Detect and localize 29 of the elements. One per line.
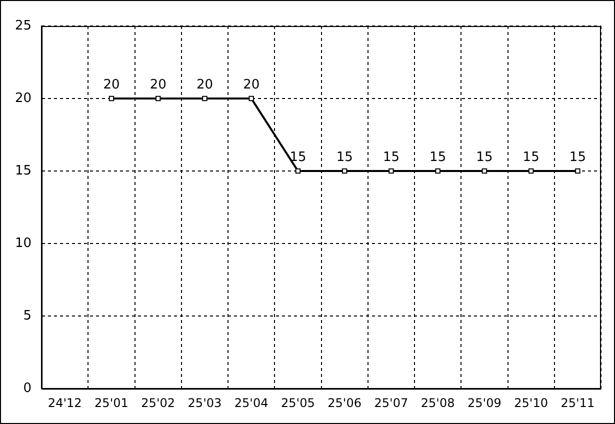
data-label: 15 <box>430 150 446 165</box>
x-tick-label: 25'03 <box>188 396 222 410</box>
x-tick-label: 25'04 <box>234 396 268 410</box>
data-label: 20 <box>243 77 260 92</box>
data-label: 15 <box>476 150 493 165</box>
x-tick-label: 25'05 <box>281 396 315 410</box>
y-tick-label: 20 <box>14 90 32 106</box>
data-label: 15 <box>569 150 586 165</box>
x-tick-label: 25'08 <box>420 396 455 410</box>
x-tick-label: 25'07 <box>374 396 408 410</box>
y-tick-label: 10 <box>14 236 32 251</box>
x-tick-label: 25'10 <box>514 396 548 410</box>
y-tick-label: 25 <box>14 18 32 34</box>
y-tick-label: 5 <box>23 308 32 324</box>
x-tick-label: 25'09 <box>468 396 502 410</box>
data-label: 20 <box>196 77 213 92</box>
y-tick-label: 0 <box>23 380 32 396</box>
x-tick-label: 25'11 <box>560 396 595 410</box>
data-label: 15 <box>290 150 306 165</box>
data-label: 20 <box>103 77 120 92</box>
x-tick-label: 24'12 <box>48 396 82 410</box>
y-tick-label: 15 <box>14 163 32 178</box>
x-tick-label: 25'06 <box>328 396 362 410</box>
x-tick-label: 25'01 <box>94 396 128 410</box>
data-label: 20 <box>150 77 166 92</box>
x-tick-label: 25'02 <box>141 396 176 410</box>
data-label: 15 <box>382 150 400 165</box>
data-label: 15 <box>336 150 353 165</box>
data-label: 15 <box>522 150 540 165</box>
